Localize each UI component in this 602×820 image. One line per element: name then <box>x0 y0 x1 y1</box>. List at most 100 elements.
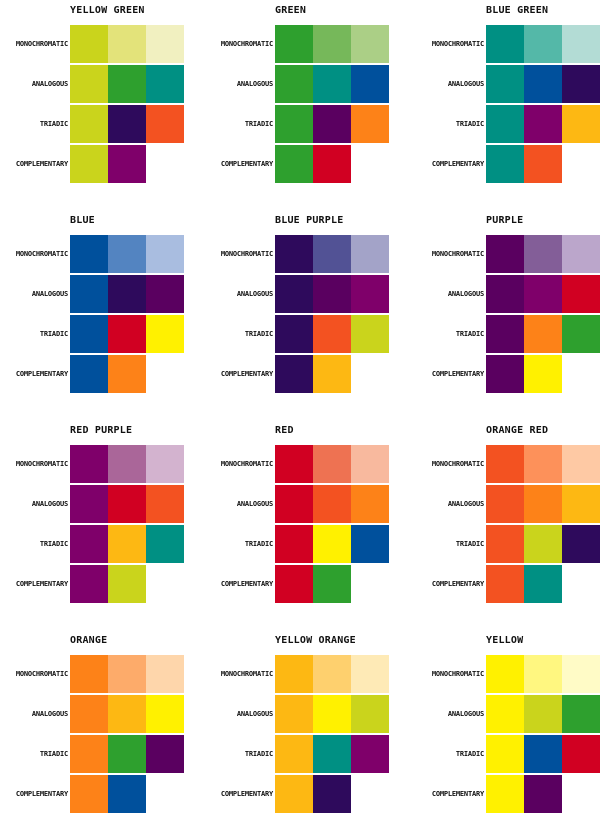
row-label: MONOCHROMATIC <box>220 460 273 468</box>
color-swatch <box>108 105 146 143</box>
color-swatch <box>313 145 351 183</box>
color-swatch <box>562 25 600 63</box>
scheme-row: COMPLEMENTARY <box>207 565 387 603</box>
color-swatch <box>108 355 146 393</box>
scheme-row: MONOCHROMATIC <box>207 655 389 693</box>
row-label: ANALOGOUS <box>236 710 273 718</box>
scheme-row: TRIADIC <box>207 735 389 773</box>
row-label: COMPLEMENTARY <box>431 790 484 798</box>
color-swatch <box>275 145 313 183</box>
color-swatch <box>70 145 108 183</box>
color-swatch <box>275 275 313 313</box>
color-swatch <box>524 655 562 693</box>
color-swatch <box>146 655 184 693</box>
color-swatch <box>313 275 351 313</box>
color-swatch <box>108 445 146 483</box>
row-label: TRIADIC <box>244 750 273 758</box>
color-swatch <box>524 65 562 103</box>
color-swatch <box>313 235 351 273</box>
row-label: MONOCHROMATIC <box>220 250 273 258</box>
scheme-row: MONOCHROMATIC <box>418 235 600 273</box>
color-swatch <box>486 445 524 483</box>
color-swatch <box>275 235 313 273</box>
scheme-row: MONOCHROMATIC <box>207 25 389 63</box>
color-swatch <box>108 275 146 313</box>
color-swatch <box>486 105 524 143</box>
scheme-row: COMPLEMENTARY <box>418 355 598 393</box>
color-swatch <box>351 525 389 563</box>
scheme-row: COMPLEMENTARY <box>207 355 387 393</box>
row-label: MONOCHROMATIC <box>15 670 68 678</box>
scheme-title: PURPLE <box>486 215 524 226</box>
color-swatch <box>108 235 146 273</box>
scheme-row: TRIADIC <box>418 735 600 773</box>
color-swatch <box>275 565 313 603</box>
color-swatch <box>275 525 313 563</box>
color-swatch <box>275 775 313 813</box>
scheme-row: TRIADIC <box>418 105 600 143</box>
row-label: MONOCHROMATIC <box>15 460 68 468</box>
color-swatch <box>108 695 146 733</box>
color-swatch <box>351 735 389 773</box>
color-swatch <box>486 25 524 63</box>
row-label: ANALOGOUS <box>447 500 484 508</box>
scheme-block: PURPLE MONOCHROMATIC ANALOGOUS TRIADIC COMPL… <box>418 213 600 398</box>
scheme-title: RED <box>275 425 294 436</box>
row-label: MONOCHROMATIC <box>431 460 484 468</box>
color-swatch <box>486 525 524 563</box>
color-swatch <box>313 695 351 733</box>
scheme-row: ANALOGOUS <box>207 695 389 733</box>
row-label: TRIADIC <box>39 540 68 548</box>
color-swatch <box>275 445 313 483</box>
row-label: MONOCHROMATIC <box>15 40 68 48</box>
color-swatch <box>108 485 146 523</box>
row-label: COMPLEMENTARY <box>431 160 484 168</box>
scheme-title: YELLOW ORANGE <box>275 635 356 646</box>
scheme-block: ORANGE MONOCHROMATIC ANALOGOUS TRIADIC COMPL… <box>2 633 184 818</box>
color-swatch <box>108 775 146 813</box>
row-label: MONOCHROMATIC <box>220 40 273 48</box>
row-label: TRIADIC <box>455 120 484 128</box>
color-swatch <box>486 145 524 183</box>
color-swatch <box>70 525 108 563</box>
color-swatch <box>524 355 562 393</box>
color-swatch <box>562 735 600 773</box>
scheme-row: TRIADIC <box>2 105 184 143</box>
row-label: ANALOGOUS <box>236 290 273 298</box>
color-swatch <box>313 355 351 393</box>
color-swatch <box>313 525 351 563</box>
row-label: TRIADIC <box>39 120 68 128</box>
color-swatch <box>313 65 351 103</box>
color-swatch <box>486 735 524 773</box>
color-swatch <box>313 775 351 813</box>
row-label: ANALOGOUS <box>31 80 68 88</box>
color-swatch <box>70 65 108 103</box>
scheme-block: RED PURPLE MONOCHROMATIC ANALOGOUS TRIADIC C… <box>2 423 184 608</box>
row-label: MONOCHROMATIC <box>431 670 484 678</box>
row-label: TRIADIC <box>244 540 273 548</box>
color-swatch <box>70 735 108 773</box>
color-swatch <box>524 775 562 813</box>
color-swatch <box>70 235 108 273</box>
scheme-title: GREEN <box>275 5 307 16</box>
scheme-row: MONOCHROMATIC <box>2 655 184 693</box>
color-swatch <box>351 65 389 103</box>
row-label: ANALOGOUS <box>236 500 273 508</box>
color-swatch <box>351 235 389 273</box>
color-swatch <box>275 355 313 393</box>
color-swatch <box>562 275 600 313</box>
scheme-row: MONOCHROMATIC <box>2 25 184 63</box>
scheme-row: COMPLEMENTARY <box>2 565 182 603</box>
scheme-row: ANALOGOUS <box>2 695 184 733</box>
scheme-row: COMPLEMENTARY <box>418 775 598 813</box>
scheme-row: ANALOGOUS <box>418 65 600 103</box>
color-swatch <box>486 775 524 813</box>
color-swatch <box>108 565 146 603</box>
color-swatch <box>70 445 108 483</box>
row-label: MONOCHROMATIC <box>220 670 273 678</box>
scheme-row: COMPLEMENTARY <box>2 355 182 393</box>
scheme-row: ANALOGOUS <box>2 485 184 523</box>
color-swatch <box>524 735 562 773</box>
color-swatch <box>146 525 184 563</box>
scheme-row: ANALOGOUS <box>418 695 600 733</box>
